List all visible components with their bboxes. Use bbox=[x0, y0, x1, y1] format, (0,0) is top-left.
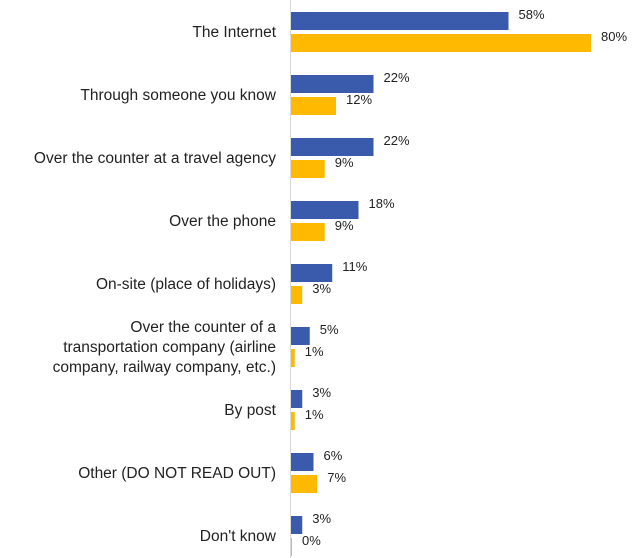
bar-series-2 bbox=[291, 475, 318, 493]
value-label-series-1: 58% bbox=[519, 7, 545, 22]
category-label-line: The Internet bbox=[192, 24, 276, 41]
bar-series-2 bbox=[291, 538, 292, 556]
value-label-series-1: 11% bbox=[342, 259, 367, 274]
value-label-series-1: 3% bbox=[312, 385, 331, 400]
bar-series-1 bbox=[291, 138, 374, 156]
bar-series-2 bbox=[291, 223, 325, 241]
bar-series-1 bbox=[291, 453, 314, 471]
value-label-series-1: 22% bbox=[384, 133, 410, 148]
category-label-line: Other (DO NOT READ OUT) bbox=[78, 465, 276, 482]
bar-series-2 bbox=[291, 160, 325, 178]
category-label-line: company, railway company, etc.) bbox=[53, 359, 276, 376]
bars bbox=[291, 12, 591, 556]
category-label: On-site (place of holidays) bbox=[96, 276, 276, 293]
category-label-line: Over the counter at a travel agency bbox=[34, 150, 276, 167]
value-label-series-2: 7% bbox=[327, 470, 346, 485]
value-label-series-1: 5% bbox=[320, 322, 339, 337]
category-label-line: transportation company (airline bbox=[63, 339, 276, 356]
value-label-series-2: 9% bbox=[335, 155, 354, 170]
category-label-line: Over the phone bbox=[169, 213, 276, 230]
bar-series-1 bbox=[291, 12, 509, 30]
category-label: Other (DO NOT READ OUT) bbox=[78, 465, 276, 482]
category-label-line: By post bbox=[224, 402, 276, 419]
category-label: By post bbox=[224, 402, 276, 419]
category-label: Over the counter at a travel agency bbox=[34, 150, 276, 167]
category-label-line: Through someone you know bbox=[80, 87, 276, 104]
bar-series-2 bbox=[291, 97, 336, 115]
value-label-series-2: 9% bbox=[335, 218, 354, 233]
value-label-series-1: 18% bbox=[369, 196, 395, 211]
category-labels: The Internet Through someone you know Over… bbox=[34, 24, 277, 545]
category-label: Over the counter of a transportation comp… bbox=[53, 319, 277, 376]
category-label-line: Don't know bbox=[200, 528, 277, 545]
bar-series-1 bbox=[291, 201, 359, 219]
value-label-series-2: 1% bbox=[305, 344, 324, 359]
value-label-series-2: 0% bbox=[302, 533, 321, 548]
bar-series-2 bbox=[291, 349, 295, 367]
value-label-series-2: 80% bbox=[601, 29, 627, 44]
category-label: Don't know bbox=[200, 528, 277, 545]
bar-series-1 bbox=[291, 327, 310, 345]
bar-series-1 bbox=[291, 75, 374, 93]
value-label-series-2: 12% bbox=[346, 92, 372, 107]
value-label-series-2: 1% bbox=[305, 407, 324, 422]
category-label-line: Over the counter of a bbox=[130, 319, 276, 336]
bar-series-2 bbox=[291, 286, 303, 304]
category-label: Through someone you know bbox=[80, 87, 276, 104]
value-label-series-1: 3% bbox=[312, 511, 331, 526]
value-labels: 58% 80% 22% 12% 22% 9% 18% 9% 11% 3% 5% 1% 3% 1% 6% 7% 3… bbox=[302, 7, 627, 548]
category-label: The Internet bbox=[192, 24, 276, 41]
value-label-series-1: 6% bbox=[324, 448, 343, 463]
value-label-series-2: 3% bbox=[312, 281, 331, 296]
bar-series-2 bbox=[291, 412, 295, 430]
bar-series-1 bbox=[291, 516, 303, 534]
bar-series-1 bbox=[291, 264, 333, 282]
bar-series-2 bbox=[291, 34, 591, 52]
bar-series-1 bbox=[291, 390, 303, 408]
category-label-line: On-site (place of holidays) bbox=[96, 276, 276, 293]
category-label: Over the phone bbox=[169, 213, 276, 230]
value-label-series-1: 22% bbox=[384, 70, 410, 85]
